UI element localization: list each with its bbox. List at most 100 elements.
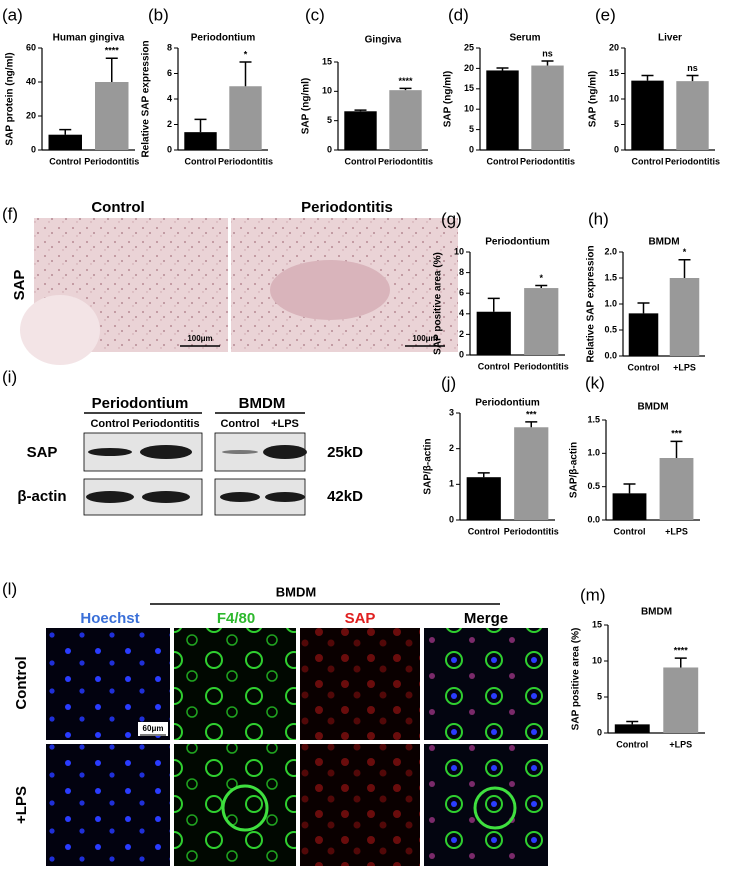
column-label: Control [220, 418, 259, 430]
significance: * [244, 49, 248, 59]
error-bar [194, 118, 207, 133]
significance: ns [687, 63, 698, 73]
significance: *** [526, 409, 537, 419]
group-label: BMDM [276, 584, 316, 599]
y-tick-label: 0 [31, 144, 36, 154]
y-tick-label: 10 [322, 86, 332, 96]
y-tick-label: 15 [322, 56, 332, 66]
column-label: Periodontitis [301, 199, 393, 216]
row-label: Control [13, 656, 30, 709]
error-bar [535, 284, 548, 289]
error-bar [477, 472, 490, 478]
fluorescence-images [46, 628, 548, 866]
y-tick-label: 10 [609, 93, 619, 103]
x-tick-label: +LPS [673, 362, 696, 372]
error-bar [496, 67, 509, 71]
y-tick-label: 4 [167, 93, 172, 103]
panel-label: (m) [580, 585, 605, 604]
bar [631, 80, 664, 150]
x-tick-label: Periodontitis [218, 156, 273, 166]
bar [466, 477, 501, 520]
chart-title: Human gingiva [53, 33, 125, 44]
error-bar [354, 109, 367, 112]
y-tick-label: 20 [464, 63, 474, 73]
bar [389, 90, 422, 150]
significance: **** [105, 46, 120, 56]
y-tick-label: 2 [167, 119, 172, 129]
panel-label: (d) [448, 5, 469, 24]
y-tick-label: 8 [459, 267, 464, 277]
chart-title: BMDM [641, 607, 672, 618]
y-tick-label: 8 [167, 42, 172, 52]
error-bar [541, 60, 554, 66]
x-tick-label: Control [345, 156, 377, 166]
size-label: 42kD [327, 488, 363, 505]
error-bar [59, 128, 72, 135]
y-tick-label: 15 [464, 83, 474, 93]
bar [476, 311, 511, 355]
y-tick-label: 15 [592, 619, 602, 629]
y-axis-label: SAP/β-actin [423, 438, 434, 494]
y-axis-label: SAP positive area (%) [571, 628, 582, 731]
bar [612, 493, 647, 520]
y-tick-label: 2.0 [604, 246, 617, 256]
y-tick-label: 3 [449, 407, 454, 417]
bar [669, 278, 700, 356]
y-tick-label: 5 [327, 115, 332, 125]
bar [659, 458, 694, 520]
y-tick-label: 0 [469, 144, 474, 154]
x-tick-label: Control [185, 156, 217, 166]
group-label: Periodontium [92, 395, 189, 412]
row-label: SAP [27, 444, 58, 461]
y-tick-label: 40 [26, 76, 36, 86]
y-axis-label: SAP (ng/ml) [443, 71, 454, 127]
bar [229, 86, 262, 150]
error-bar [487, 297, 500, 312]
bar [524, 288, 559, 355]
column-label: SAP [345, 610, 376, 627]
y-tick-label: 25 [464, 42, 474, 52]
y-tick-label: 4 [459, 308, 464, 318]
y-tick-label: 5 [614, 119, 619, 129]
panel-label: (i) [2, 367, 17, 386]
x-tick-label: Periodontitis [520, 156, 575, 166]
y-tick-label: 5 [597, 691, 602, 701]
scale-label: 100μm [187, 334, 212, 343]
x-tick-label: Periodontitis [665, 156, 720, 166]
x-tick-label: Periodontitis [84, 156, 139, 166]
y-axis-label: SAP (ng/ml) [301, 78, 312, 134]
x-tick-label: Control [616, 739, 648, 749]
error-bar [399, 87, 412, 91]
y-tick-label: 1.5 [587, 414, 600, 424]
bar [514, 427, 549, 520]
x-tick-label: Periodontitis [378, 156, 433, 166]
y-tick-label: 0 [614, 144, 619, 154]
panel-label: (e) [595, 5, 616, 24]
size-label: 25kD [327, 444, 363, 461]
panel-label: (g) [441, 209, 462, 228]
panel-label: (j) [441, 373, 456, 392]
column-label: +LPS [271, 418, 299, 430]
x-tick-label: Periodontitis [514, 361, 569, 371]
scale-label: 60μm [143, 724, 164, 733]
x-tick-label: Control [487, 156, 519, 166]
x-tick-label: Control [614, 526, 646, 536]
significance: *** [671, 429, 682, 439]
y-tick-label: 10 [592, 655, 602, 665]
x-tick-label: +LPS [665, 526, 688, 536]
panel-label: (b) [148, 5, 169, 24]
bar [344, 111, 377, 150]
scale-label: 100μm [412, 334, 437, 343]
chart-title: Periodontium [191, 33, 256, 44]
y-tick-label: 0.5 [587, 481, 600, 491]
bar [184, 132, 217, 150]
y-axis-label: SAP (ng/ml) [588, 71, 599, 127]
column-label: Control [90, 418, 129, 430]
y-tick-label: 0 [597, 727, 602, 737]
column-label: Hoechst [80, 610, 139, 627]
panel-label: (k) [585, 373, 605, 392]
row-label: SAP [11, 270, 28, 301]
significance: **** [674, 645, 689, 655]
bar [95, 82, 129, 150]
